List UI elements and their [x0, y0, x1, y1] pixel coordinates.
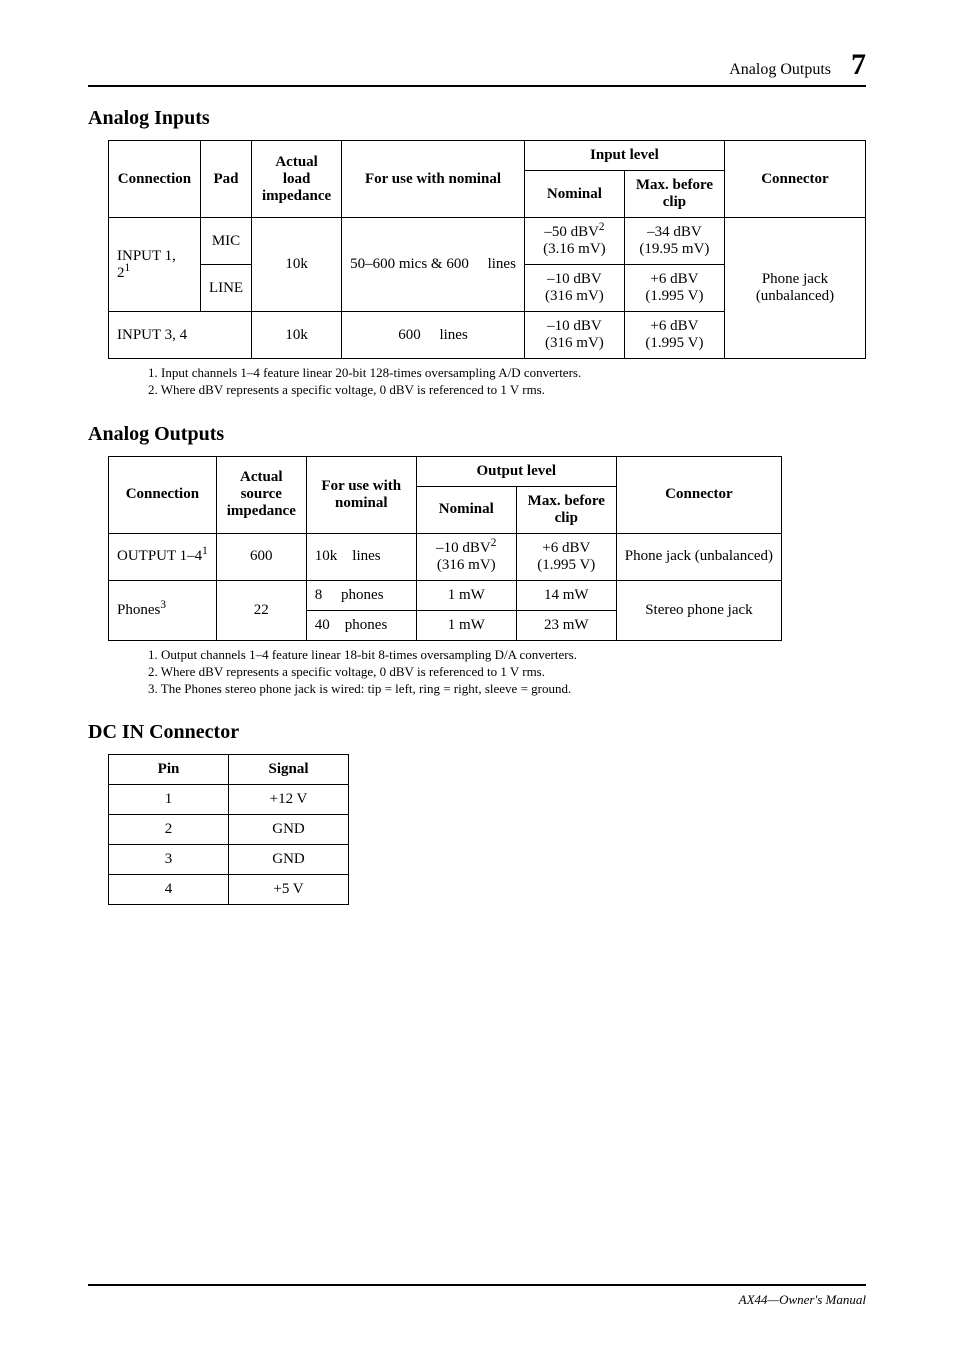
col-pin: Pin: [109, 755, 229, 785]
cell-for: 600 lines: [342, 312, 525, 359]
col-pad: Pad: [200, 141, 251, 218]
analog-inputs-table: Connection Pad Actual load impedance For…: [108, 140, 866, 359]
note-text: 1. Output channels 1–4 feature linear 18…: [148, 647, 866, 664]
cell-signal: +12 V: [229, 785, 349, 815]
note-text: 2. Where dBV represents a specific volta…: [148, 382, 866, 399]
page-footer: AX44—Owner's Manual: [88, 1284, 866, 1308]
section-title-analog-inputs: Analog Inputs: [88, 107, 866, 130]
table-row: INPUT 1, 21 MIC 10k 50–600 mics & 600 li…: [109, 218, 866, 265]
cell-pad: LINE: [200, 265, 251, 312]
table-row: 1 +12 V: [109, 785, 349, 815]
table-row: 2 GND: [109, 815, 349, 845]
col-signal: Signal: [229, 755, 349, 785]
cell-max: 23 mW: [516, 610, 616, 640]
cell-connection: INPUT 3, 4: [109, 312, 252, 359]
cell-for: 50–600 mics & 600 lines: [342, 218, 525, 312]
col-inputlevel: Input level: [524, 141, 724, 171]
cell-nominal: –50 dBV2 (3.16 mV): [524, 218, 624, 265]
cell-signal: GND: [229, 815, 349, 845]
analog-outputs-notes: 1. Output channels 1–4 feature linear 18…: [148, 647, 866, 698]
header-title: Analog Outputs: [729, 61, 831, 79]
col-connection: Connection: [109, 456, 217, 533]
cell-max: +6 dBV (1.995 V): [624, 312, 724, 359]
cell-pin: 1: [109, 785, 229, 815]
cell-pin: 3: [109, 845, 229, 875]
cell-pin: 2: [109, 815, 229, 845]
cell-nominal: 1 mW: [416, 610, 516, 640]
cell-imp: 10k: [252, 312, 342, 359]
table-row: Phones3 22 8 phones 1 mW 14 mW Stereo ph…: [109, 580, 782, 610]
col-connection: Connection: [109, 141, 201, 218]
cell-nominal: –10 dBV (316 mV): [524, 265, 624, 312]
dcin-table: Pin Signal 1 +12 V 2 GND 3 GND 4 +5 V: [108, 754, 349, 905]
cell-connection: OUTPUT 1–41: [109, 533, 217, 580]
page-number: 7: [851, 48, 866, 82]
table-row: OUTPUT 1–41 600 10k lines –10 dBV2 (316 …: [109, 533, 782, 580]
col-maxclip: Max. before clip: [516, 486, 616, 533]
col-connector: Connector: [724, 141, 865, 218]
cell-connector: Stereo phone jack: [616, 580, 781, 640]
col-outlevel: Output level: [416, 456, 616, 486]
cell-pad: MIC: [200, 218, 251, 265]
cell-for: 40 phones: [306, 610, 416, 640]
section-title-dcin: DC IN Connector: [88, 721, 866, 744]
cell-connector: Phone jack (unbalanced): [616, 533, 781, 580]
section-title-analog-outputs: Analog Outputs: [88, 423, 866, 446]
table-row: 4 +5 V: [109, 875, 349, 905]
analog-inputs-notes: 1. Input channels 1–4 feature linear 20-…: [148, 365, 866, 399]
cell-max: 14 mW: [516, 580, 616, 610]
cell-for: 8 phones: [306, 580, 416, 610]
cell-max: +6 dBV (1.995 V): [516, 533, 616, 580]
cell-max: +6 dBV (1.995 V): [624, 265, 724, 312]
note-text: 1. Input channels 1–4 feature linear 20-…: [148, 365, 866, 382]
cell-signal: +5 V: [229, 875, 349, 905]
col-foruse: For use with nominal: [342, 141, 525, 218]
col-nominal: Nominal: [524, 171, 624, 218]
cell-for: 10k lines: [306, 533, 416, 580]
cell-pin: 4: [109, 875, 229, 905]
col-actual: Actual source impedance: [216, 456, 306, 533]
cell-nominal: –10 dBV2 (316 mV): [416, 533, 516, 580]
cell-connection: Phones3: [109, 580, 217, 640]
cell-max: –34 dBV (19.95 mV): [624, 218, 724, 265]
analog-outputs-table: Connection Actual source impedance For u…: [108, 456, 782, 641]
cell-nominal: –10 dBV (316 mV): [524, 312, 624, 359]
col-foruse: For use with nominal: [306, 456, 416, 533]
cell-imp: 10k: [252, 218, 342, 312]
col-nominal: Nominal: [416, 486, 516, 533]
col-maxclip: Max. before clip: [624, 171, 724, 218]
col-connector: Connector: [616, 456, 781, 533]
cell-signal: GND: [229, 845, 349, 875]
cell-connector: Phone jack (unbalanced): [724, 218, 865, 359]
cell-nominal: 1 mW: [416, 580, 516, 610]
cell-imp: 22: [216, 580, 306, 640]
col-actual: Actual load impedance: [252, 141, 342, 218]
cell-connection: INPUT 1, 21: [109, 218, 201, 312]
note-text: 3. The Phones stereo phone jack is wired…: [148, 681, 866, 698]
cell-imp: 600: [216, 533, 306, 580]
table-row: 3 GND: [109, 845, 349, 875]
note-text: 2. Where dBV represents a specific volta…: [148, 664, 866, 681]
page-header: Analog Outputs 7: [88, 48, 866, 87]
